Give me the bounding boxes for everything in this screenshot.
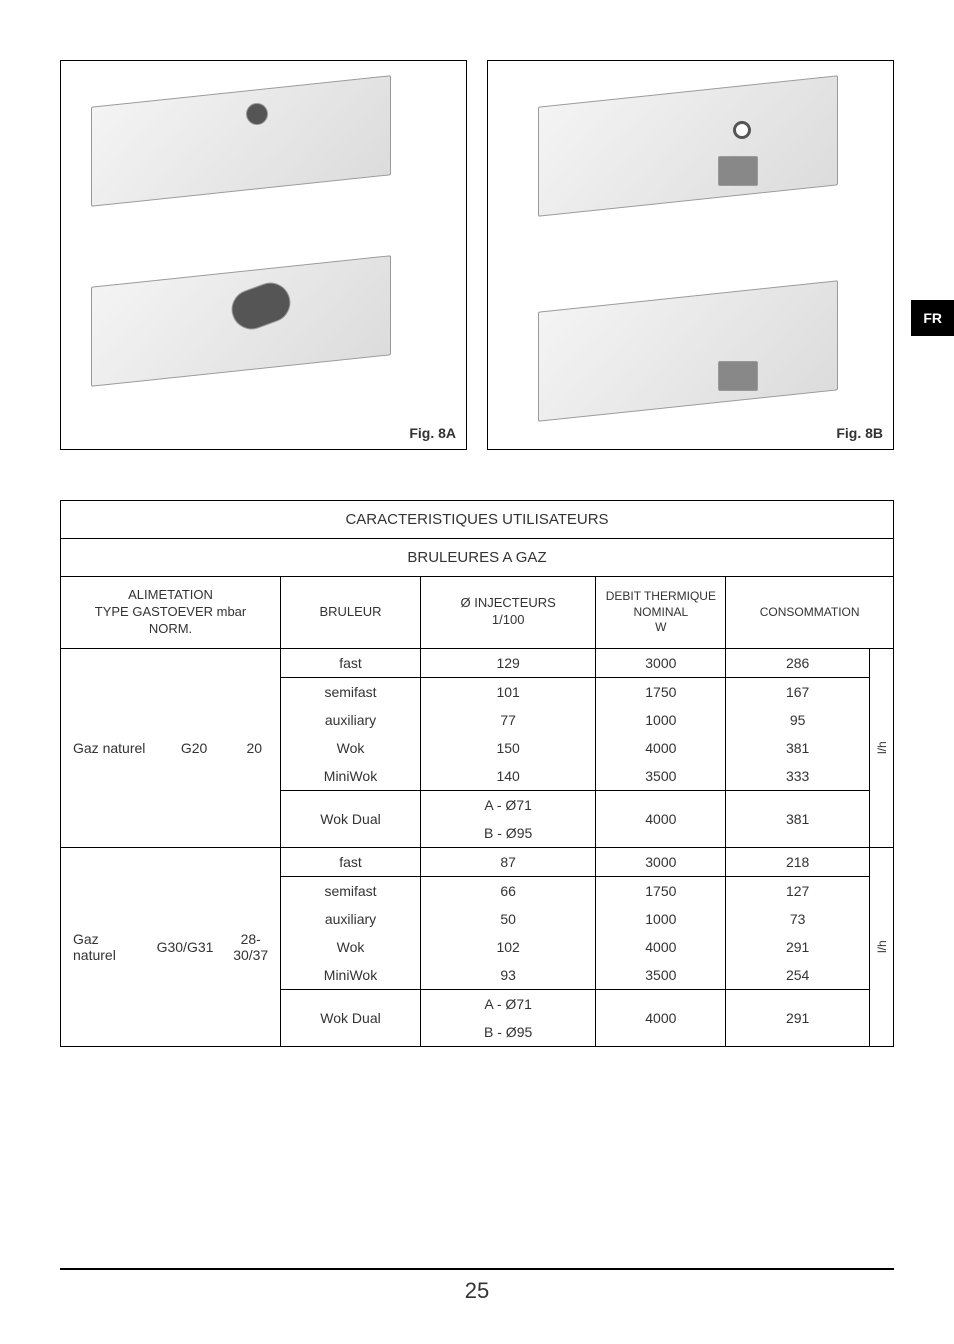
burner-cell: semifast	[281, 876, 421, 905]
thermal-cell: 3000	[596, 648, 726, 677]
injector-cell: B - Ø95	[421, 1018, 596, 1047]
cons-cell: 73	[726, 905, 870, 933]
burner-cell: Wok Dual	[281, 989, 421, 1046]
burner-cell: auxiliary	[281, 905, 421, 933]
characteristics-table: CARACTERISTIQUES UTILISATEURS BRULEURES …	[60, 500, 894, 1047]
figure-8a: Fig. 8A	[60, 60, 467, 450]
injector-cell: 102	[421, 933, 596, 961]
figure-8b: Fig. 8B	[487, 60, 894, 450]
cons-cell: 286	[726, 648, 870, 677]
injector-cell: B - Ø95	[421, 819, 596, 848]
burner-cell: MiniWok	[281, 762, 421, 791]
gas-pressure: 20	[229, 734, 280, 762]
cons-cell: 381	[726, 734, 870, 762]
cons-cell: 127	[726, 876, 870, 905]
thermal-cell: 3000	[596, 847, 726, 876]
thermal-cell: 4000	[596, 933, 726, 961]
header-thermal: DEBIT THERMIQUE NOMINAL W	[596, 577, 726, 649]
unit-cell: l/h	[870, 648, 894, 847]
burner-cell: fast	[281, 847, 421, 876]
cons-cell: 254	[726, 961, 870, 990]
injector-cell: 93	[421, 961, 596, 990]
injector-cell: 50	[421, 905, 596, 933]
burner-cell: fast	[281, 648, 421, 677]
language-tab: FR	[911, 300, 954, 336]
unit-cell: l/h	[870, 847, 894, 1046]
injector-cell: 101	[421, 677, 596, 706]
cons-cell: 218	[726, 847, 870, 876]
cons-cell: 167	[726, 677, 870, 706]
page-number: 25	[465, 1278, 489, 1303]
table-header-row: ALIMETATION TYPE GASTOEVER mbar NORM. BR…	[61, 577, 894, 649]
burner-cell: semifast	[281, 677, 421, 706]
thermal-cell: 4000	[596, 989, 726, 1046]
gas-type: G20	[160, 734, 229, 762]
thermal-cell: 1750	[596, 876, 726, 905]
figures-row: Fig. 8A Fig. 8B	[60, 60, 894, 450]
burner-cell: Wok	[281, 933, 421, 961]
thermal-cell: 3500	[596, 762, 726, 791]
header-supply: ALIMETATION TYPE GASTOEVER mbar NORM.	[61, 577, 281, 649]
cons-cell: 291	[726, 989, 870, 1046]
group-supply-cell: Gaz naturel G20 20	[61, 648, 281, 847]
injector-cell: 140	[421, 762, 596, 791]
injector-cell: A - Ø71	[421, 790, 596, 819]
page-footer: 25	[60, 1268, 894, 1304]
gas-name: Gaz naturel	[61, 925, 149, 969]
figure-caption-a: Fig. 8A	[409, 425, 456, 441]
header-burner: BRULEUR	[281, 577, 421, 649]
page-container: FR Fig. 8A Fig. 8B CARACTERISTIQUES UTIL…	[0, 0, 954, 1344]
table-row: Gaz naturel G20 20 fast 129 3000 286 l/h	[61, 648, 894, 677]
table-row: Gaz naturel G30/G31 28-30/37 fast 87 300…	[61, 847, 894, 876]
thermal-cell: 4000	[596, 734, 726, 762]
gas-type: G30/G31	[149, 925, 222, 969]
table-title-row: CARACTERISTIQUES UTILISATEURS	[61, 501, 894, 539]
injector-cell: 150	[421, 734, 596, 762]
thermal-cell: 1000	[596, 706, 726, 734]
burner-cell: auxiliary	[281, 706, 421, 734]
thermal-cell: 1750	[596, 677, 726, 706]
gas-name: Gaz naturel	[61, 734, 160, 762]
header-injector: Ø INJECTEURS 1/100	[421, 577, 596, 649]
burner-cell: MiniWok	[281, 961, 421, 990]
injector-cell: 129	[421, 648, 596, 677]
cons-cell: 381	[726, 790, 870, 847]
injector-cell: 87	[421, 847, 596, 876]
cons-cell: 333	[726, 762, 870, 791]
burner-cell: Wok Dual	[281, 790, 421, 847]
gas-pressure: 28-30/37	[221, 925, 280, 969]
cons-cell: 291	[726, 933, 870, 961]
cons-cell: 95	[726, 706, 870, 734]
burner-cell: Wok	[281, 734, 421, 762]
table-subtitle: BRULEURES A GAZ	[61, 539, 894, 577]
injector-cell: A - Ø71	[421, 989, 596, 1018]
injector-cell: 66	[421, 876, 596, 905]
table-subtitle-row: BRULEURES A GAZ	[61, 539, 894, 577]
injector-cell: 77	[421, 706, 596, 734]
table-title: CARACTERISTIQUES UTILISATEURS	[61, 501, 894, 539]
thermal-cell: 3500	[596, 961, 726, 990]
header-consumption: CONSOMMATION	[726, 577, 894, 649]
group-supply-cell: Gaz naturel G30/G31 28-30/37	[61, 847, 281, 1046]
figure-caption-b: Fig. 8B	[836, 425, 883, 441]
thermal-cell: 1000	[596, 905, 726, 933]
thermal-cell: 4000	[596, 790, 726, 847]
